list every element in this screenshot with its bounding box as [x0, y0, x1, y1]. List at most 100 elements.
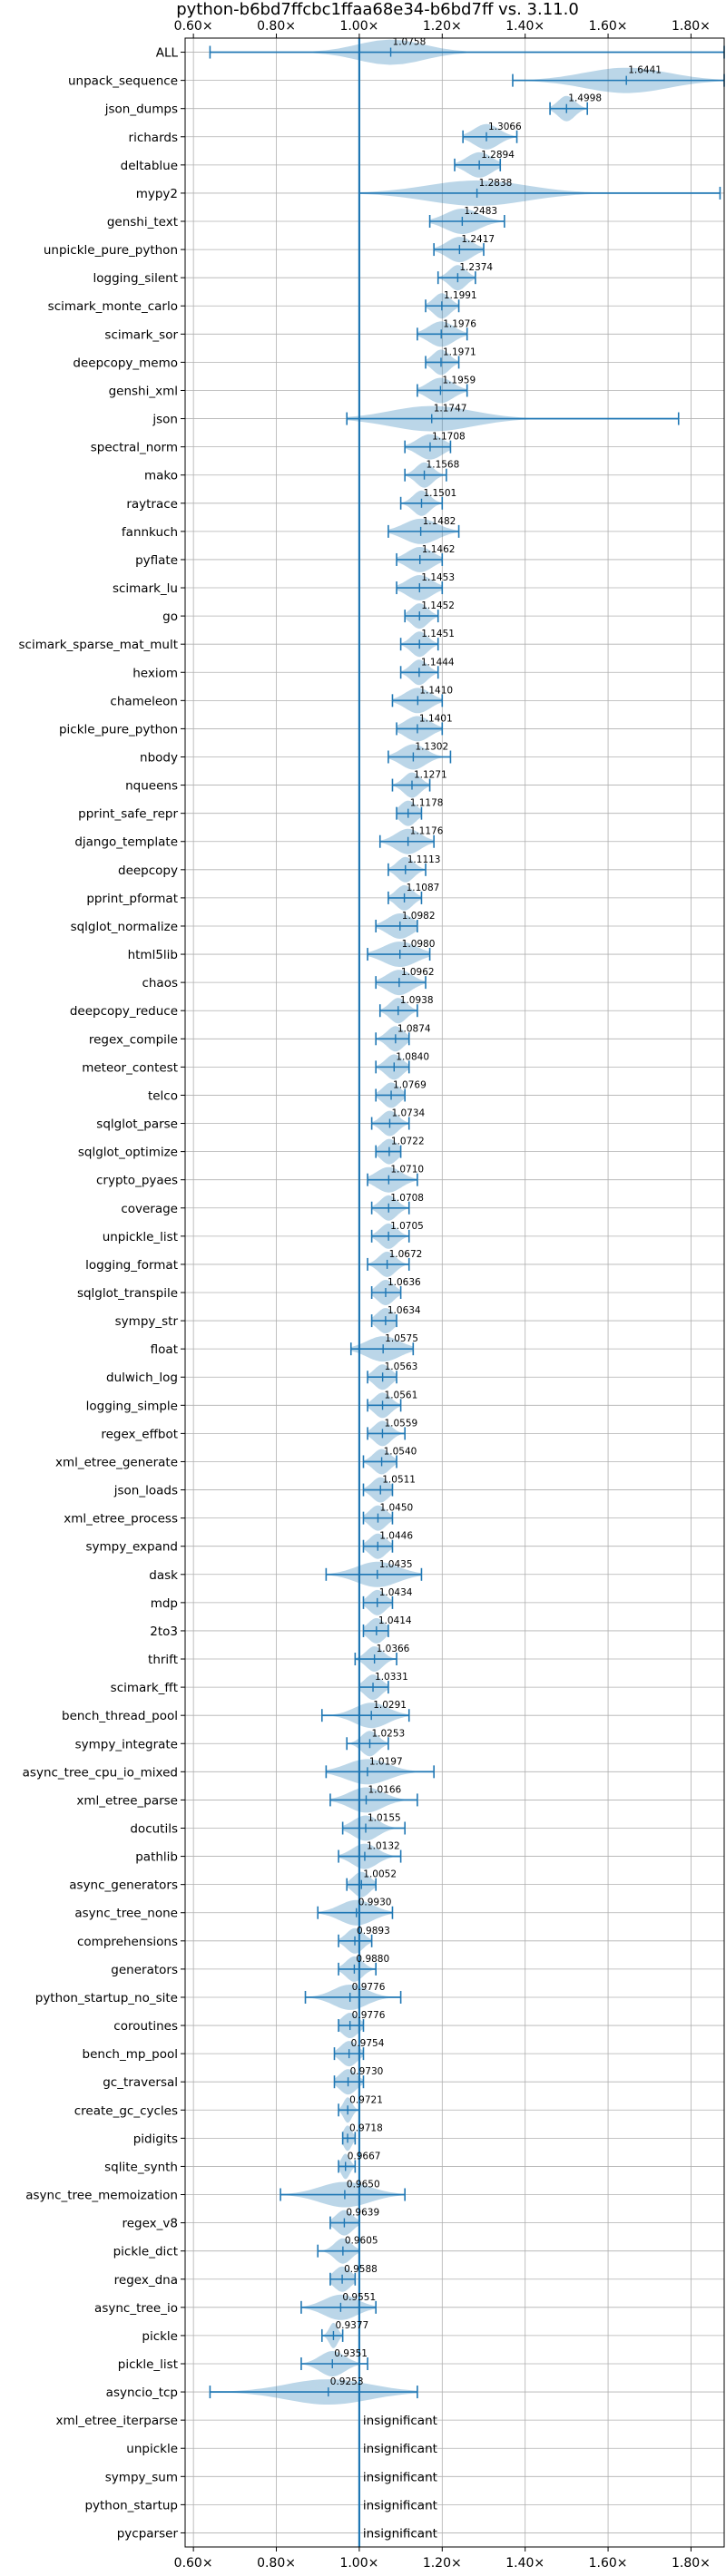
category-label: mdp	[151, 1596, 178, 1611]
insignificant-label: insignificant	[363, 2498, 437, 2513]
value-label: 1.1113	[407, 854, 441, 865]
value-label: 1.0722	[391, 1137, 425, 1147]
category-label: sqlglot_parse	[96, 1117, 178, 1132]
value-label: 1.0734	[391, 1108, 425, 1119]
category-label: async_tree_cpu_io_mixed	[23, 1765, 178, 1780]
category-label: json	[152, 413, 178, 427]
value-label: 1.0132	[367, 1841, 400, 1852]
value-label: 1.0874	[397, 1023, 431, 1034]
category-label: python_startup_no_site	[35, 1991, 178, 2005]
category-label: comprehensions	[77, 1935, 178, 1949]
category-label: chameleon	[110, 694, 178, 708]
category-label: unpickle_list	[103, 1230, 178, 1244]
category-label: go	[162, 610, 178, 624]
value-label: 1.0636	[388, 1277, 421, 1288]
category-label: 2to3	[150, 1625, 178, 1639]
category-label: hexiom	[132, 666, 178, 680]
value-label: 1.2838	[479, 178, 513, 189]
value-label: 1.0435	[379, 1559, 413, 1570]
value-label: 1.1568	[427, 460, 460, 471]
category-label: sqlglot_optimize	[78, 1146, 178, 1160]
category-label: meteor_contest	[82, 1060, 178, 1075]
category-label: sympy_integrate	[75, 1737, 178, 1751]
category-label: sqlglot_transpile	[77, 1286, 178, 1301]
value-label: 1.0291	[373, 1700, 407, 1711]
category-label: sqlite_synth	[104, 2160, 178, 2174]
value-label: 1.0982	[402, 911, 436, 922]
category-label: genshi_text	[107, 215, 178, 229]
value-label: 0.9776	[352, 2010, 386, 2021]
category-label: raytrace	[126, 497, 178, 512]
category-label: mypy2	[136, 187, 178, 201]
category-label: create_gc_cycles	[74, 2103, 178, 2118]
value-label: 0.9754	[351, 2038, 385, 2049]
value-label: 1.1401	[419, 713, 453, 724]
value-label: 0.9588	[344, 2264, 378, 2275]
value-label: 1.0672	[389, 1249, 423, 1260]
value-label: 1.1501	[423, 488, 456, 499]
value-label: 1.0197	[369, 1756, 403, 1767]
value-label: 1.0563	[385, 1361, 418, 1372]
category-label: deepcopy_reduce	[70, 1004, 178, 1019]
value-label: 1.0561	[385, 1390, 418, 1400]
category-label: pickle_pure_python	[59, 722, 178, 737]
value-label: 1.1453	[421, 572, 455, 583]
value-label: 0.9253	[330, 2376, 364, 2387]
category-label: logging_silent	[93, 271, 178, 286]
category-label: pidigits	[133, 2132, 178, 2146]
value-label: 0.9377	[335, 2320, 368, 2331]
x-tick-label-top: 1.40×	[505, 19, 544, 34]
category-label: asyncio_tcp	[106, 2386, 178, 2400]
category-label: dulwich_log	[106, 1371, 178, 1385]
value-label: 1.0559	[384, 1418, 417, 1429]
x-tick-label-bottom: 1.00×	[339, 2556, 378, 2571]
value-label: 0.9551	[342, 2292, 376, 2303]
category-label: xml_etree_parse	[76, 1793, 178, 1808]
category-label: thrift	[148, 1653, 178, 1667]
category-label: deepcopy_memo	[73, 356, 178, 370]
value-label: 1.0705	[390, 1221, 424, 1232]
category-label: pickle	[142, 2329, 178, 2344]
value-label: 1.1302	[415, 742, 448, 753]
value-label: 1.0962	[401, 967, 435, 978]
category-label: html5lib	[128, 948, 178, 962]
value-label: 1.1708	[432, 432, 466, 443]
x-tick-label-top: 1.60×	[589, 19, 628, 34]
category-label: scimark_sparse_mat_mult	[19, 638, 178, 652]
category-label: dask	[149, 1568, 178, 1583]
value-label: 1.1971	[443, 346, 476, 357]
x-tick-label-top: 1.80×	[672, 19, 711, 34]
x-tick-label-bottom: 1.20×	[423, 2556, 462, 2571]
value-label: 1.0366	[377, 1644, 410, 1654]
x-tick-label-bottom: 1.80×	[672, 2556, 711, 2571]
x-tick-label-top: 0.80×	[257, 19, 296, 34]
insignificant-label: insignificant	[363, 2442, 437, 2456]
value-label: 1.0708	[390, 1193, 424, 1204]
value-label: 1.0710	[390, 1165, 424, 1176]
value-label: 1.0331	[375, 1672, 408, 1683]
category-label: python_startup	[84, 2498, 178, 2513]
value-label: 1.0446	[379, 1531, 413, 1542]
category-label: scimark_fft	[111, 1681, 178, 1695]
value-label: 1.0540	[384, 1446, 417, 1457]
x-tick-label-bottom: 1.60×	[589, 2556, 628, 2571]
category-label: unpickle	[126, 2442, 178, 2456]
category-label: pyflate	[135, 553, 178, 568]
value-label: 1.0769	[393, 1079, 427, 1090]
category-label: gc_traversal	[103, 2075, 178, 2090]
value-label: 0.9605	[345, 2236, 378, 2247]
x-tick-label-bottom: 0.60×	[174, 2556, 213, 2571]
value-label: 1.2417	[461, 234, 495, 245]
category-label: spectral_norm	[91, 441, 178, 455]
violins	[209, 39, 725, 2405]
category-label: fannkuch	[122, 525, 178, 540]
value-label: 0.9650	[347, 2180, 380, 2191]
insignificant-label: insignificant	[363, 2470, 437, 2484]
category-label: crypto_pyaes	[96, 1174, 178, 1188]
category-label: bench_mp_pool	[83, 2047, 178, 2062]
insignificant-label: insignificant	[363, 2414, 437, 2428]
category-label: pickle_dict	[113, 2245, 178, 2259]
value-label: 0.9639	[346, 2208, 379, 2219]
category-label: regex_dna	[114, 2273, 178, 2288]
